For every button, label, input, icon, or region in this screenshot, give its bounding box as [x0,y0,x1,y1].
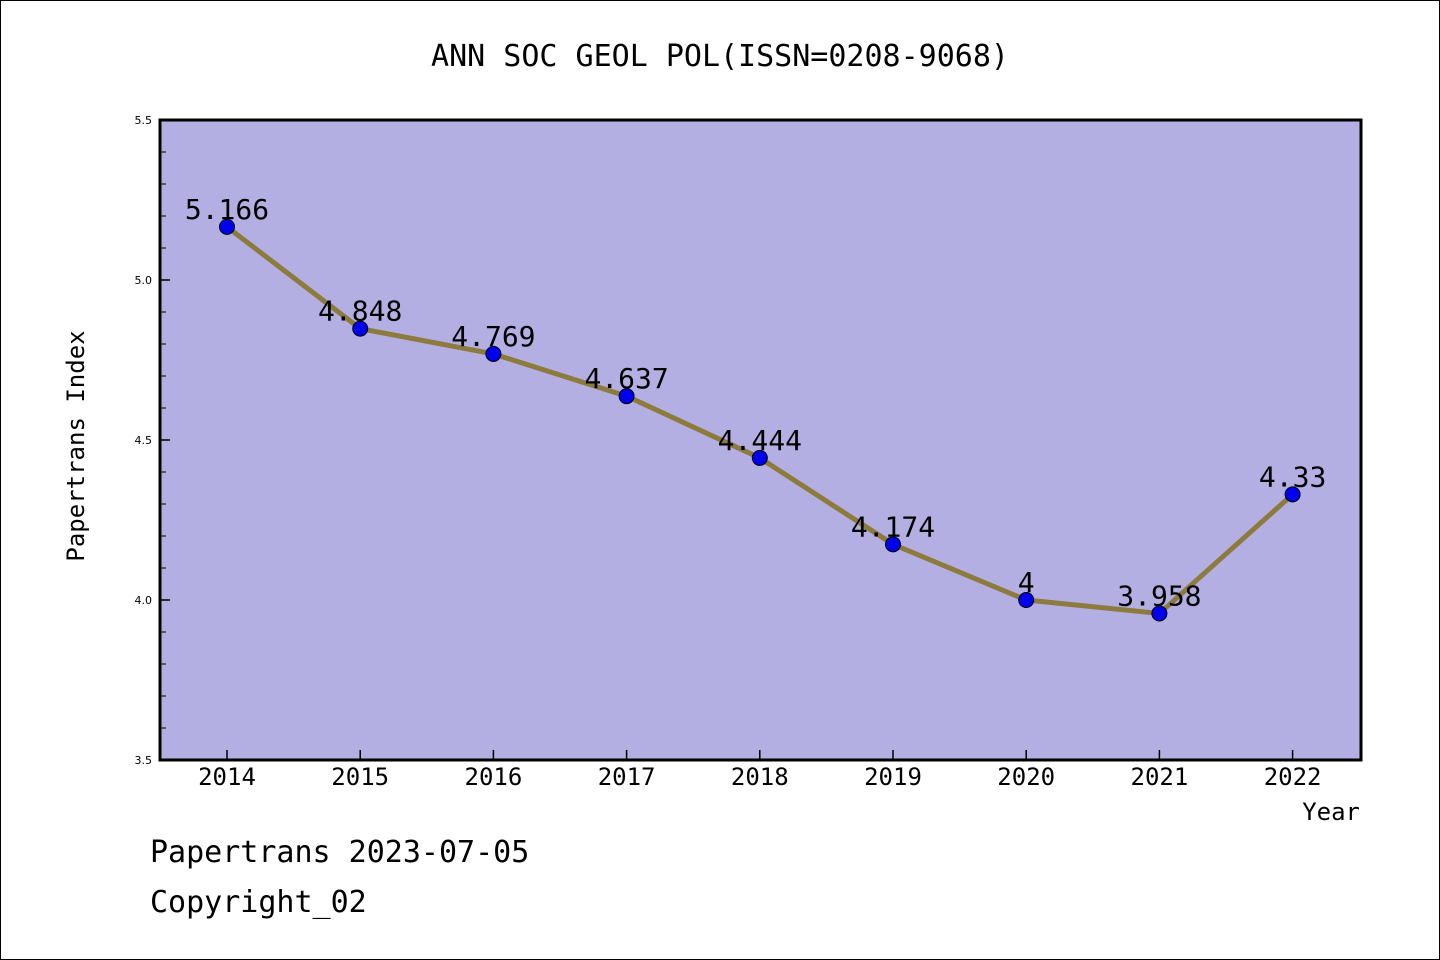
x-tick-label: 2021 [1131,763,1189,791]
data-label: 5.166 [185,193,269,226]
x-tick-label: 2019 [864,763,922,791]
data-point [618,388,635,405]
data-point [219,218,235,235]
footer-date: Papertrans 2023-07-05 [150,835,530,870]
footer-copyright: Copyright_02 [150,885,367,920]
data-point [1151,605,1168,622]
chart-title: ANN SOC GEOL POL(ISSN=0208-9068) [431,39,1009,74]
data-point [885,536,901,553]
data-label: 4.637 [584,362,668,395]
y-axis-label: Papertrans Index [62,330,90,561]
x-tick-label: 2018 [731,763,789,791]
x-tick-label: 2015 [331,763,389,791]
data-label: 4.769 [451,320,535,353]
data-label: 4.174 [851,510,935,543]
x-axis-label: Year [1302,798,1360,826]
y-tick-label: 4.5 [135,434,153,447]
data-label: 3.958 [1117,579,1201,612]
y-tick-label: 3.5 [135,754,153,767]
x-tick-label: 2017 [598,763,656,791]
data-point [352,320,369,337]
data-point [1018,592,1035,608]
data-label: 4.33 [1259,460,1326,493]
data-point [1284,486,1301,503]
data-label: 4.444 [718,424,802,457]
y-axis: 3.5 4.0 4.5 5.0 5.5 [135,114,170,767]
y-tick-label: 5.0 [135,274,153,287]
plot-area [158,118,1363,762]
data-point [485,345,502,362]
x-tick-label: 2014 [198,763,256,791]
y-tick-label: 5.5 [135,114,153,127]
series-layer: 5.166 4.848 4.769 4.637 4.444 4.174 4 3.958 4.33 [185,193,1326,622]
data-point [751,449,768,466]
x-tick-label: 2016 [465,763,523,791]
x-axis: 2014 2015 2016 2017 2018 2019 2020 2021 2022 [198,750,1321,791]
y-tick-label: 4.0 [135,594,153,607]
data-label: 4 [1018,566,1035,599]
x-tick-label: 2022 [1264,763,1322,791]
data-label: 4.848 [318,295,402,328]
x-tick-label: 2020 [997,763,1055,791]
